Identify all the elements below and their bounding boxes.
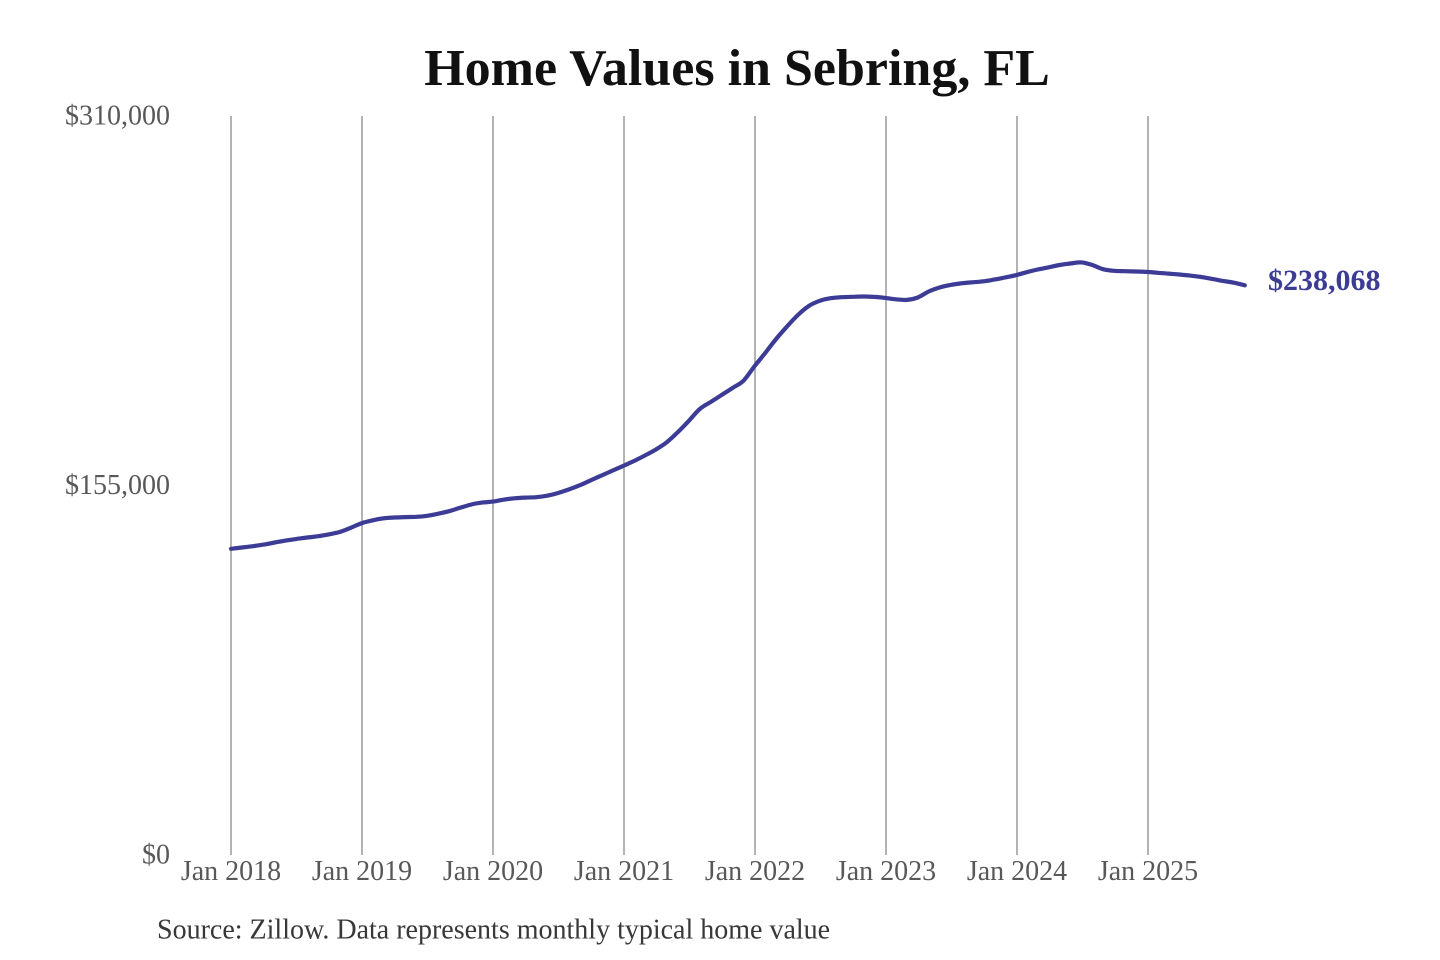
svg-text:Jan 2021: Jan 2021 [574, 856, 674, 887]
svg-text:Jan 2025: Jan 2025 [1098, 856, 1198, 887]
svg-text:Jan 2018: Jan 2018 [181, 856, 281, 887]
svg-text:$310,000: $310,000 [65, 101, 170, 132]
svg-text:$238,068: $238,068 [1268, 264, 1381, 297]
svg-text:Home Values in Sebring, FL: Home Values in Sebring, FL [424, 40, 1050, 97]
svg-text:Source: Zillow. Data represent: Source: Zillow. Data represents monthly … [157, 915, 830, 946]
svg-text:Jan 2022: Jan 2022 [705, 856, 805, 887]
svg-text:$0: $0 [142, 839, 170, 870]
svg-text:Jan 2023: Jan 2023 [836, 856, 936, 887]
svg-text:Jan 2019: Jan 2019 [312, 856, 412, 887]
svg-text:Jan 2020: Jan 2020 [443, 856, 543, 887]
svg-text:Jan 2024: Jan 2024 [967, 856, 1067, 887]
svg-text:$155,000: $155,000 [65, 470, 170, 501]
